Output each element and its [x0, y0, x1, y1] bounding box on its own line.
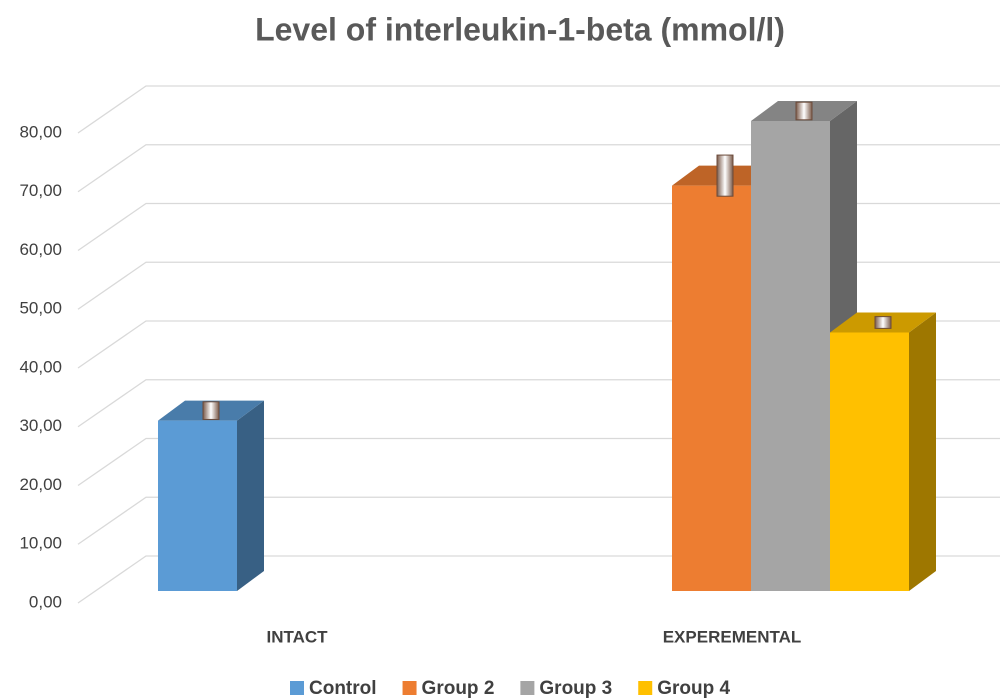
y-tick-label: 40,00	[19, 357, 62, 376]
bar-front	[158, 420, 237, 591]
y-tick-label: 10,00	[19, 534, 62, 553]
bar	[672, 165, 778, 591]
x-tick-label: EXPEREMENTAL	[663, 627, 802, 646]
bar-front	[830, 332, 909, 591]
y-tick-label: 70,00	[19, 181, 62, 200]
grid-line	[77, 144, 1000, 193]
y-tick-label: 0,00	[29, 592, 62, 611]
grid-line	[77, 202, 1000, 252]
y-tick-label: 30,00	[19, 416, 62, 435]
x-tick-label: INTACT	[266, 627, 328, 646]
y-tick-label: 80,00	[19, 122, 62, 141]
bar-side	[237, 400, 264, 591]
error-bar	[874, 316, 892, 329]
y-tick-label: 20,00	[19, 475, 62, 494]
legend: Control Group 2 Group 3 Group 4	[290, 678, 731, 699]
legend-swatch	[520, 681, 535, 695]
error-bar	[202, 401, 220, 420]
y-tick-label: 60,00	[19, 240, 62, 259]
legend-label: Group 3	[539, 678, 612, 699]
legend-swatch	[638, 681, 653, 695]
bar-front	[672, 185, 751, 591]
grid-line	[77, 85, 1000, 134]
y-tick-label: 50,00	[19, 299, 62, 318]
legend-label: Group 2	[422, 678, 495, 699]
error-bar	[795, 101, 813, 121]
error-bar	[716, 154, 734, 197]
bar-front	[751, 121, 830, 591]
legend-label: Group 4	[657, 678, 730, 699]
grid-line	[77, 261, 1000, 310]
bar	[158, 400, 264, 591]
bar	[830, 312, 936, 591]
chart-title: Level of interleukin-1-beta (mmol/l)	[255, 11, 785, 47]
legend-label: Control	[309, 678, 377, 699]
bar-side	[909, 312, 936, 591]
legend-swatch	[290, 681, 304, 695]
legend-swatch	[402, 681, 417, 695]
